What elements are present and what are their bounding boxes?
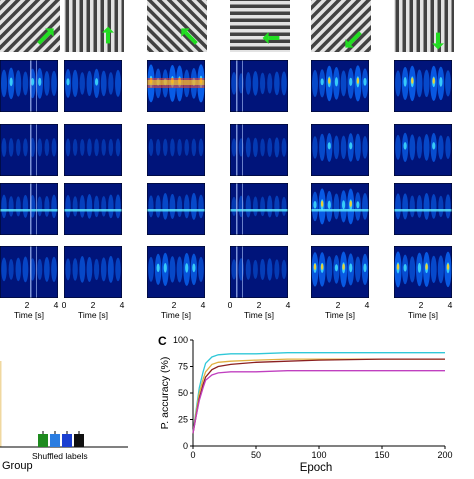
x-tick-label: 100 [311, 450, 326, 460]
heatmap-panel [64, 183, 122, 235]
heatmap-panel [147, 246, 205, 298]
time-axis: 2 4 Time [s] [408, 300, 453, 320]
heatmap-panel [230, 60, 288, 112]
heatmap-panel [0, 124, 58, 176]
heatmap-panel [64, 246, 122, 298]
time-tick-label: 4 [448, 300, 453, 310]
heatmap-panel [64, 124, 122, 176]
heatmap-panel [64, 60, 122, 112]
chart-x-ticks: 0 50 100 150 200 [190, 446, 452, 460]
time-tick-label: 4 [120, 300, 125, 310]
heatmap-panel [147, 60, 205, 112]
y-tick-label: 0 [183, 441, 188, 451]
x-tick-label: 0 [190, 450, 195, 460]
heatmap-panel [230, 183, 288, 235]
heatmap-panel [311, 183, 369, 235]
heatmap-panel [394, 246, 452, 298]
chart-series [193, 353, 445, 434]
x-tick-label: 150 [374, 450, 389, 460]
time-tick-label: 4 [201, 300, 206, 310]
time-axis-label: Time [s] [244, 310, 274, 320]
heatmap-panel [0, 60, 58, 112]
y-tick-label: 100 [173, 335, 188, 345]
heatmap-panel [0, 183, 58, 235]
time-tick-label: 0 [228, 300, 233, 310]
time-tick-label: 2 [336, 300, 341, 310]
time-axis-label: Time [s] [325, 310, 355, 320]
time-tick-label: 2 [419, 300, 424, 310]
time-tick-label: 0 [62, 300, 67, 310]
heatmap-panel [311, 246, 369, 298]
series-line [193, 371, 445, 434]
panel-b-bar [50, 434, 60, 447]
chart-ylabel: P. accuracy (%) [159, 357, 171, 430]
chart-y-ticks: 0 25 50 75 100 [173, 335, 193, 451]
time-axis: 0 2 4 Time [s] [228, 300, 291, 320]
heatmap-panel [147, 124, 205, 176]
panel-b-bar [74, 434, 84, 447]
heatmap-panel [394, 183, 452, 235]
time-tick-label: 2 [257, 300, 262, 310]
y-tick-label: 50 [178, 388, 188, 398]
time-tick-label: 2 [25, 300, 30, 310]
chart-xlabel: Epoch [300, 462, 333, 474]
heatmap-panel [0, 246, 58, 298]
y-tick-label: 75 [178, 362, 188, 372]
time-tick-label: 4 [54, 300, 59, 310]
time-axis: 2 4 Time [s] [161, 300, 206, 320]
time-tick-label: 4 [286, 300, 291, 310]
time-axis-label: Time [s] [161, 310, 191, 320]
panel-b-xlabel: Group [2, 460, 33, 472]
x-tick-label: 50 [251, 450, 261, 460]
time-tick-label: 2 [172, 300, 177, 310]
panel-c-label: C [158, 334, 167, 348]
panel-b: Shuffled labels Group [0, 361, 128, 472]
time-axis-label: Time [s] [78, 310, 108, 320]
heatmap-panel [394, 124, 452, 176]
panel-b-bar [38, 434, 48, 447]
time-axis-label: Time [s] [14, 310, 44, 320]
heatmap-panel [394, 60, 452, 112]
panel-b-bar [62, 434, 72, 447]
time-tick-label: 4 [365, 300, 370, 310]
time-axis: 2 4 Time [s] [14, 300, 59, 320]
heatmap-panel [311, 60, 369, 112]
heatmap-panel [311, 124, 369, 176]
heatmap-grid [0, 60, 452, 298]
heatmap-panel [147, 183, 205, 235]
time-axis: 0 2 4 Time [s] [62, 300, 125, 320]
x-tick-label: 200 [437, 450, 452, 460]
panel-b-bar-group-label: Shuffled labels [32, 451, 88, 461]
heatmap-panel [230, 246, 288, 298]
time-axis-label: Time [s] [408, 310, 438, 320]
time-tick-label: 2 [91, 300, 96, 310]
time-axis: 2 4 Time [s] [325, 300, 370, 320]
y-tick-label: 25 [178, 415, 188, 425]
panel-c: C 0 25 50 75 100 0 50 100 150 200 P. accuracy (%… [158, 334, 453, 474]
heatmap-panel [230, 124, 288, 176]
